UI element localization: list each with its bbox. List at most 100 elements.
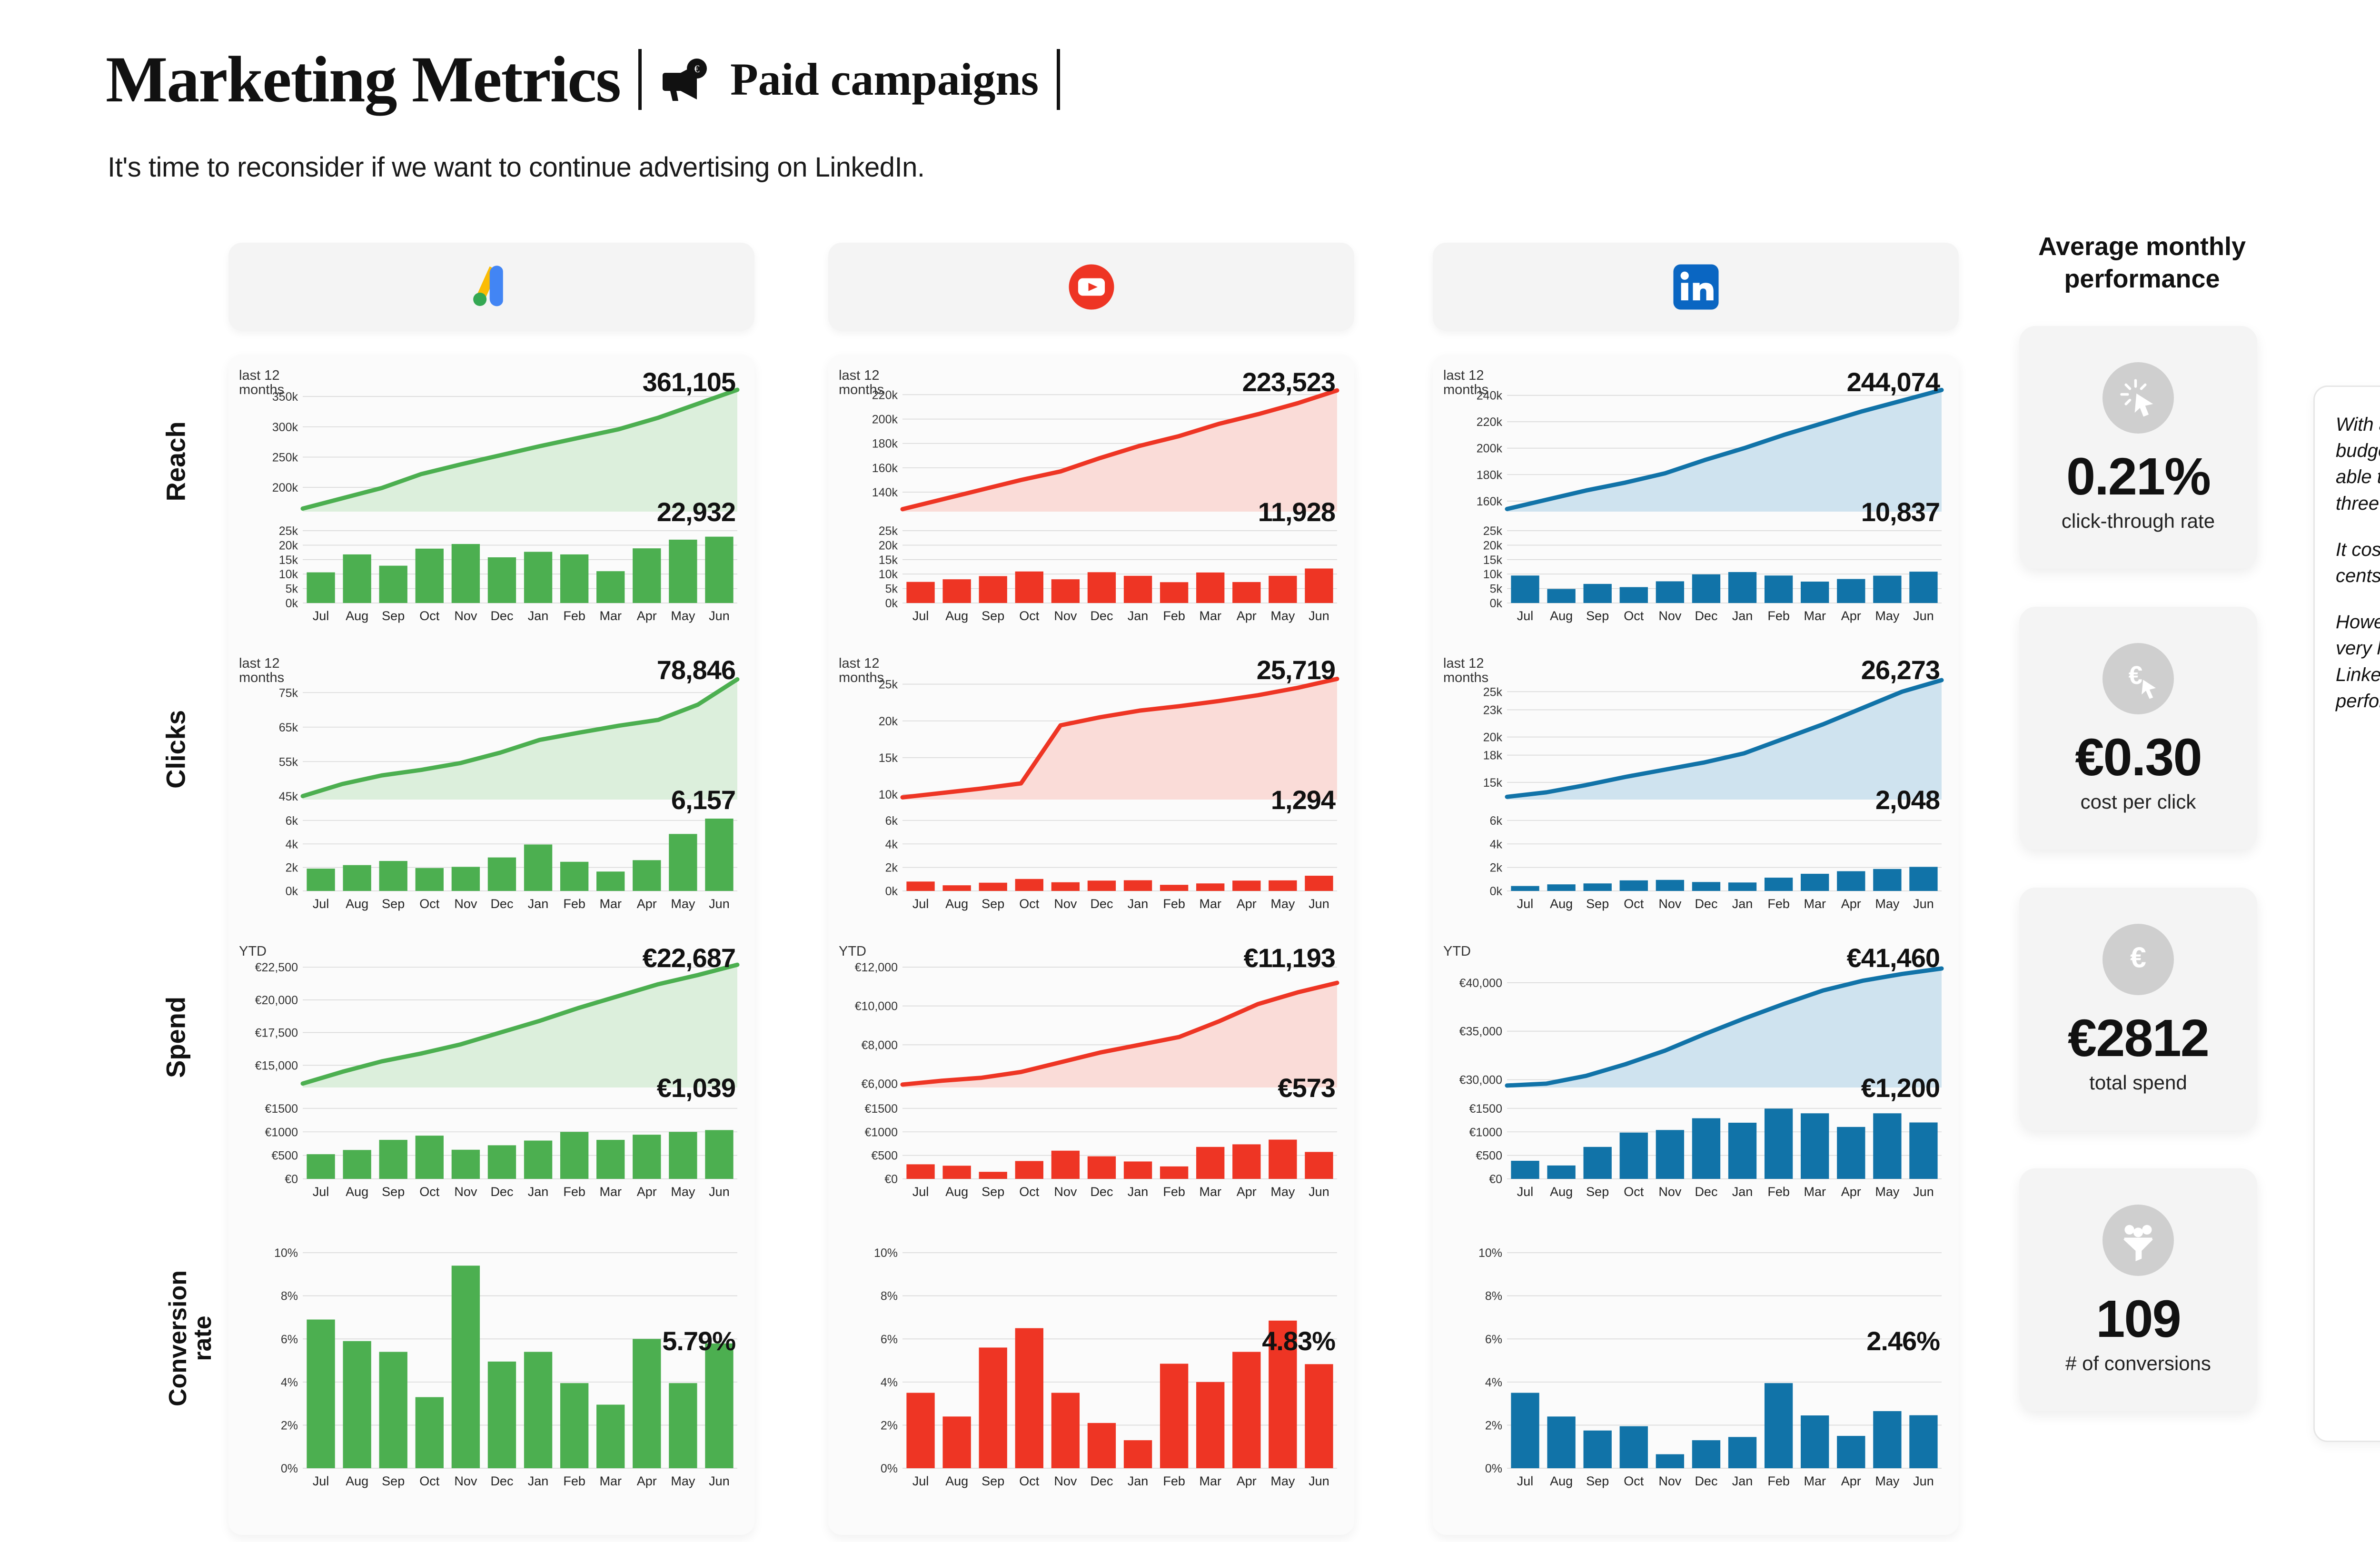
svg-text:200k: 200k bbox=[1477, 442, 1503, 455]
svg-text:10%: 10% bbox=[274, 1246, 298, 1260]
svg-text:4%: 4% bbox=[881, 1376, 898, 1389]
svg-text:May: May bbox=[1270, 1474, 1295, 1488]
svg-text:Feb: Feb bbox=[563, 1185, 585, 1199]
headline-value-youtube-clicks-cumulative: 25,719 bbox=[1256, 655, 1336, 685]
headline-value-linkedin-cvr-monthly: 2.46% bbox=[1866, 1326, 1940, 1356]
note-paragraph-1: With a moderate advertising budget of ne… bbox=[2336, 414, 2380, 514]
svg-text:May: May bbox=[671, 1474, 695, 1488]
svg-text:Aug: Aug bbox=[945, 609, 968, 623]
kpi-card-total-spend[interactable]: € €2812 total spend bbox=[2019, 888, 2257, 1130]
bar-chart-youtube-spend-monthly: €0 €500 €1000 €1500 Jul Aug Sep Oct Nov Dec Jan Feb… bbox=[864, 1102, 1337, 1199]
svg-text:10%: 10% bbox=[1478, 1246, 1502, 1260]
svg-text:Apr: Apr bbox=[1237, 1185, 1257, 1199]
svg-text:Feb: Feb bbox=[1163, 609, 1185, 623]
headline-value-youtube-clicks-monthly: 1,294 bbox=[1270, 785, 1336, 815]
kpi-card-cost-per-click[interactable]: € €0.30 cost per click bbox=[2019, 607, 2257, 850]
svg-text:Feb: Feb bbox=[1163, 1185, 1185, 1199]
platform-header-youtube[interactable] bbox=[828, 243, 1354, 331]
row-label-clicks: Clicks bbox=[160, 710, 191, 789]
svg-text:140k: 140k bbox=[872, 486, 898, 499]
kpi-value: €2812 bbox=[2068, 1009, 2210, 1068]
svg-text:Aug: Aug bbox=[945, 897, 968, 911]
headline-value-linkedin-spend-cumulative: €41,460 bbox=[1846, 943, 1940, 973]
notes-card[interactable]: With a moderate advertising budget of ne… bbox=[2313, 386, 2380, 1442]
svg-text:4k: 4k bbox=[885, 838, 898, 851]
headline-value-linkedin-clicks-cumulative: 26,273 bbox=[1861, 655, 1940, 685]
svg-text:20k: 20k bbox=[879, 539, 898, 552]
svg-text:6k: 6k bbox=[885, 814, 898, 828]
svg-text:Jun: Jun bbox=[1913, 1474, 1934, 1488]
svg-text:Feb: Feb bbox=[1767, 1474, 1790, 1488]
chart-block-youtube-reach-cumulative: 140k 160k 180k 200k 220k bbox=[837, 380, 1346, 514]
platform-header-linkedin[interactable] bbox=[1433, 243, 1959, 331]
platform-header-google-ads[interactable] bbox=[228, 243, 754, 331]
svg-text:5k: 5k bbox=[1490, 583, 1503, 596]
area-chart-youtube-clicks-cumulative: 10k 15k 20k 25k bbox=[879, 676, 1339, 801]
bar-chart-linkedin-clicks-monthly: 0k 2k 4k 6k Jul Aug Sep Oct Nov Dec Jan Feb Mar Apr Ma… bbox=[1490, 814, 1942, 911]
svg-text:18k: 18k bbox=[1483, 749, 1503, 762]
headline-value-google-clicks-monthly: 6,157 bbox=[671, 785, 736, 815]
bar-chart-google-cvr-monthly: 0% 2% 4% 6% 8% 10% Jul Aug Sep Oct Nov Dec Jan Feb Mar… bbox=[274, 1246, 737, 1488]
headline-value-google-spend-monthly: €1,039 bbox=[656, 1073, 736, 1103]
svg-text:Jun: Jun bbox=[709, 609, 730, 623]
area-chart-linkedin-spend-cumulative: €30,000 €35,000 €40,000 bbox=[1459, 966, 1944, 1088]
svg-text:Jul: Jul bbox=[912, 1185, 929, 1199]
svg-text:25k: 25k bbox=[879, 678, 898, 692]
svg-text:Aug: Aug bbox=[1550, 897, 1573, 911]
svg-text:Sep: Sep bbox=[1586, 897, 1609, 911]
svg-text:€1000: €1000 bbox=[864, 1126, 898, 1139]
svg-text:20k: 20k bbox=[279, 539, 298, 552]
svg-text:Sep: Sep bbox=[982, 1185, 1004, 1199]
svg-text:Apr: Apr bbox=[637, 1474, 657, 1488]
svg-text:2k: 2k bbox=[286, 861, 298, 875]
area-chart-youtube-reach-cumulative: 140k 160k 180k 200k 220k bbox=[872, 388, 1339, 512]
svg-text:Dec: Dec bbox=[490, 1185, 513, 1199]
svg-text:Mar: Mar bbox=[1199, 609, 1221, 623]
svg-text:15k: 15k bbox=[879, 554, 898, 567]
area-chart-google-spend-cumulative: €15,000 €17,500 €20,000 €22,500 bbox=[255, 961, 740, 1087]
svg-text:Feb: Feb bbox=[1767, 897, 1790, 911]
svg-text:Mar: Mar bbox=[1804, 1474, 1826, 1488]
svg-text:€0: €0 bbox=[884, 1173, 898, 1186]
svg-text:10k: 10k bbox=[879, 568, 898, 581]
area-chart-google-reach-cumulative: 200k 250k 300k 350k bbox=[272, 387, 740, 512]
kpi-column: Average monthly performance 0.21% click-t… bbox=[1990, 224, 2294, 1542]
svg-text:Jun: Jun bbox=[1913, 1185, 1934, 1199]
svg-text:Dec: Dec bbox=[490, 897, 513, 911]
svg-text:Oct: Oct bbox=[419, 1185, 440, 1199]
svg-text:0k: 0k bbox=[286, 597, 298, 610]
chart-block-google-clicks-monthly: 0k 2k 4k 6k Jul Aug Sep Oct Nov Dec Jan Feb Mar Apr Ma… bbox=[237, 809, 746, 913]
svg-text:€1000: €1000 bbox=[1469, 1126, 1502, 1139]
svg-text:Mar: Mar bbox=[599, 1474, 622, 1488]
svg-text:Jan: Jan bbox=[1128, 897, 1149, 911]
chart-block-youtube-spend-monthly: €0 €500 €1000 €1500 Jul Aug Sep Oct Nov Dec Jan Feb… bbox=[837, 1097, 1346, 1201]
svg-text:Feb: Feb bbox=[1767, 1185, 1790, 1199]
svg-text:Aug: Aug bbox=[945, 1474, 968, 1488]
headline-value-linkedin-reach-cumulative: 244,074 bbox=[1846, 367, 1940, 397]
svg-text:Nov: Nov bbox=[1658, 897, 1682, 911]
svg-text:Aug: Aug bbox=[346, 609, 368, 623]
svg-text:15k: 15k bbox=[1483, 776, 1503, 790]
axis-period-note-google-reach-cumulative: last 12 months bbox=[239, 368, 285, 398]
svg-text:Jun: Jun bbox=[1309, 609, 1329, 623]
svg-text:20k: 20k bbox=[1483, 731, 1503, 744]
svg-text:Jul: Jul bbox=[1517, 1185, 1534, 1199]
svg-text:Jul: Jul bbox=[1517, 1474, 1534, 1488]
svg-text:Dec: Dec bbox=[1090, 609, 1113, 623]
svg-text:0k: 0k bbox=[1490, 885, 1503, 898]
svg-text:2%: 2% bbox=[881, 1419, 898, 1432]
chart-block-google-cvr-monthly: 0% 2% 4% 6% 8% 10% Jul Aug Sep Oct Nov Dec Jan Feb Mar… bbox=[237, 1233, 746, 1490]
svg-text:Mar: Mar bbox=[1199, 1185, 1221, 1199]
svg-text:May: May bbox=[671, 1185, 695, 1199]
megaphone-euro-icon: € bbox=[663, 59, 707, 101]
svg-text:220k: 220k bbox=[1477, 415, 1503, 429]
chart-block-linkedin-spend-cumulative: €30,000 €35,000 €40,000 bbox=[1441, 956, 1950, 1090]
svg-text:Jun: Jun bbox=[1309, 1474, 1329, 1488]
kpi-card-of-conversions[interactable]: 109 # of conversions bbox=[2019, 1168, 2257, 1411]
chart-block-google-spend-monthly: €0 €500 €1000 €1500 Jul Aug Sep Oct Nov Dec Jan Feb… bbox=[237, 1097, 746, 1201]
svg-text:€1500: €1500 bbox=[265, 1102, 298, 1116]
svg-text:Nov: Nov bbox=[454, 1185, 477, 1199]
svg-text:Dec: Dec bbox=[1695, 1185, 1717, 1199]
kpi-card-click-through-rate[interactable]: 0.21% click-through rate bbox=[2019, 326, 2257, 569]
